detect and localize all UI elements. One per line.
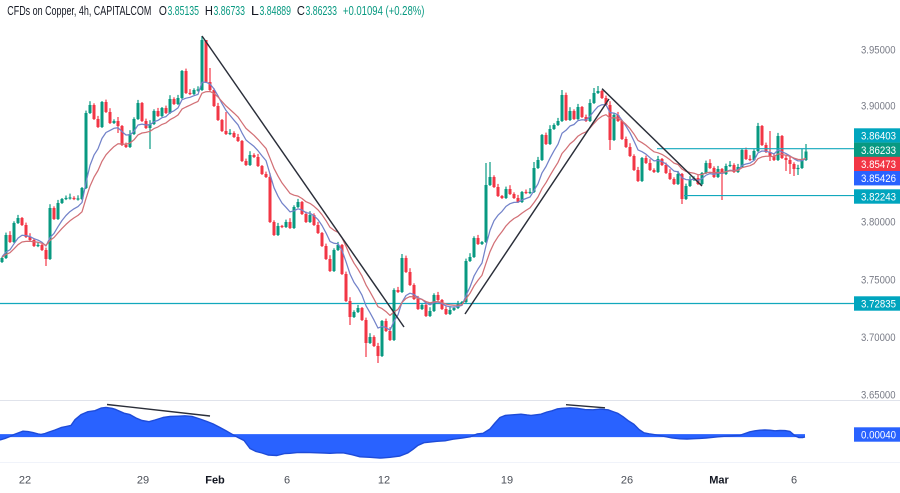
svg-text:3.65000: 3.65000 <box>861 389 896 401</box>
svg-text:3.90000: 3.90000 <box>861 101 896 113</box>
svg-text:C: C <box>297 4 305 18</box>
svg-text:29: 29 <box>137 475 149 487</box>
svg-text:3.86233: 3.86233 <box>306 4 338 18</box>
svg-text:3.86403: 3.86403 <box>861 131 896 143</box>
svg-text:6: 6 <box>284 475 290 487</box>
svg-text:3.86233: 3.86233 <box>861 145 896 157</box>
svg-text:3.84889: 3.84889 <box>260 4 292 18</box>
svg-text:0.00040: 0.00040 <box>861 430 896 442</box>
svg-text:CFDs on Copper, 4h, CAPITALCOM: CFDs on Copper, 4h, CAPITALCOM <box>7 4 151 18</box>
svg-text:3.95000: 3.95000 <box>861 44 896 56</box>
svg-text:3.86733: 3.86733 <box>214 4 246 18</box>
svg-text:3.70000: 3.70000 <box>861 332 896 344</box>
svg-text:26: 26 <box>621 475 633 487</box>
svg-text:3.85426: 3.85426 <box>861 173 896 185</box>
svg-text:Feb: Feb <box>205 475 225 487</box>
svg-text:19: 19 <box>501 475 513 487</box>
svg-text:H: H <box>205 4 213 18</box>
svg-text:O: O <box>159 4 167 18</box>
svg-text:3.85473: 3.85473 <box>861 159 896 171</box>
svg-text:3.85135: 3.85135 <box>168 4 200 18</box>
svg-text:22: 22 <box>19 475 31 487</box>
svg-text:3.75000: 3.75000 <box>861 275 896 287</box>
svg-text:3.72835: 3.72835 <box>861 299 896 311</box>
svg-text:L: L <box>251 4 259 18</box>
svg-text:12: 12 <box>378 475 390 487</box>
svg-text:6: 6 <box>791 475 797 487</box>
svg-text:3.82243: 3.82243 <box>861 192 896 204</box>
svg-text:3.80000: 3.80000 <box>861 217 896 229</box>
svg-text:Mar: Mar <box>709 475 729 487</box>
svg-text:+0.01094 (+0.28%): +0.01094 (+0.28%) <box>343 4 425 18</box>
